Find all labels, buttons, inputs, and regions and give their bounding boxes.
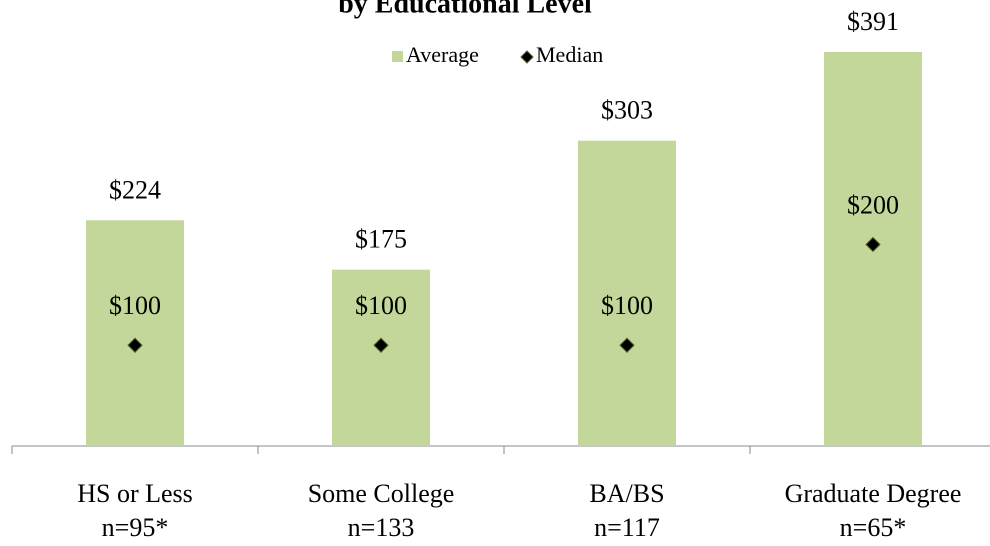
value-label: $100 xyxy=(601,291,653,320)
legend-label: Median xyxy=(536,42,603,67)
value-label: $224 xyxy=(109,175,161,204)
value-label: $175 xyxy=(355,225,407,254)
value-label: $200 xyxy=(847,190,899,219)
x-tick-label: n=117 xyxy=(594,513,660,542)
value-label: $303 xyxy=(601,96,653,125)
value-label: $391 xyxy=(847,7,899,36)
value-label: $100 xyxy=(355,291,407,320)
bar xyxy=(578,140,676,447)
median-marker xyxy=(373,337,389,353)
value-label: $100 xyxy=(109,291,161,320)
x-tick-label: Graduate Degree xyxy=(785,479,962,508)
legend-marker xyxy=(520,50,534,64)
median-marker xyxy=(619,337,635,353)
x-tick-label: n=65* xyxy=(840,513,907,542)
x-tick-label: n=95* xyxy=(102,513,169,542)
median-marker xyxy=(127,337,143,353)
x-tick-label: Some College xyxy=(308,479,455,508)
bar xyxy=(86,220,184,446)
legend-swatch xyxy=(392,51,403,62)
legend-label: Average xyxy=(406,42,479,67)
x-tick-label: n=133 xyxy=(348,513,415,542)
chart-title: by Educational Level xyxy=(338,0,592,19)
median-marker xyxy=(865,236,881,253)
x-tick-label: HS or Less xyxy=(77,479,193,508)
x-tick-label: BA/BS xyxy=(589,479,664,508)
bar xyxy=(332,269,430,446)
